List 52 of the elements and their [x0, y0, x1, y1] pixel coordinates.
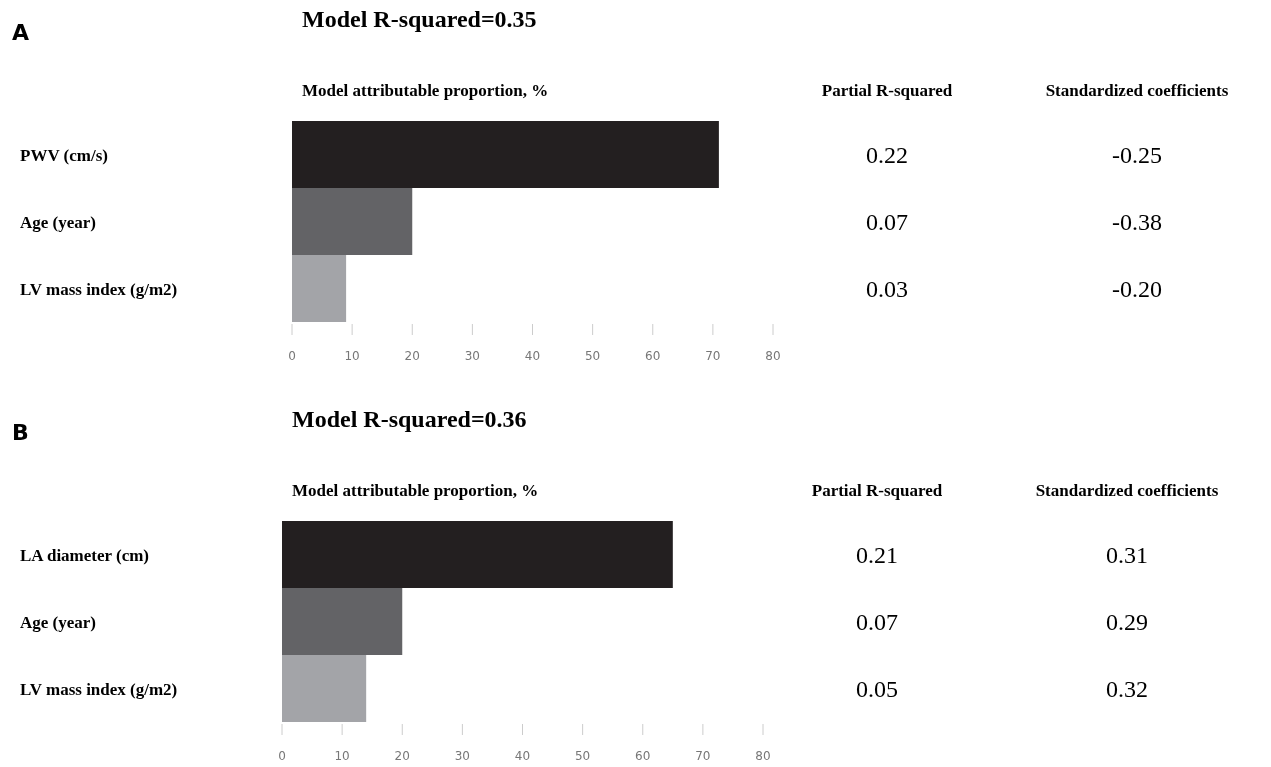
x-tick-label: 30: [454, 749, 471, 763]
x-tick-label: 50: [574, 749, 591, 763]
y-tick-label: Age (year): [20, 212, 96, 232]
text: Partial R-squared: [811, 481, 943, 500]
x-tick-label: 40: [524, 349, 541, 363]
text: 0.31: [1106, 541, 1148, 568]
text: 0.07: [856, 608, 898, 635]
x-tick-label: 80: [755, 749, 771, 763]
text: B: [12, 420, 29, 445]
chart-title: Model R-squared=0.35: [302, 6, 537, 32]
x-tick-label: 70: [695, 749, 711, 763]
text: 0.29: [1106, 608, 1148, 635]
y-tick-label: Age (year): [20, 612, 96, 632]
bar: [292, 121, 719, 188]
bar: [282, 655, 367, 722]
x-tick-label: 80: [765, 349, 781, 363]
y-tick-label: LA diameter (cm): [20, 545, 150, 565]
text: 0.03: [866, 275, 908, 302]
bar: [282, 521, 673, 588]
y-tick-label: PWV (cm/s): [20, 145, 108, 165]
x-tick-label: 0: [288, 349, 296, 363]
text: 0.21: [856, 541, 898, 568]
x-axis-title: Model attributable proportion, %: [292, 481, 539, 500]
x-tick-label: 60: [635, 749, 651, 763]
x-tick-label: 10: [334, 749, 350, 763]
y-tick-label: LV mass index (g/m2): [20, 279, 178, 299]
x-tick-label: 30: [464, 349, 481, 363]
text: 0.07: [866, 208, 908, 235]
text: Standardized coefficients: [1045, 81, 1229, 100]
x-tick-label: 20: [404, 349, 420, 363]
x-tick-label: 60: [645, 349, 661, 363]
y-tick-label: LV mass index (g/m2): [20, 679, 178, 699]
x-axis-title: Model attributable proportion, %: [302, 81, 549, 100]
x-tick-label: 0: [278, 749, 286, 763]
chart-title: Model R-squared=0.36: [292, 406, 527, 432]
text: Partial R-squared: [821, 81, 953, 100]
x-tick-label: 10: [344, 349, 360, 363]
text: Standardized coefficients: [1035, 481, 1219, 500]
text: -0.38: [1112, 208, 1162, 235]
bar: [292, 188, 413, 255]
bar: [292, 255, 347, 322]
text: 0.22: [866, 141, 908, 168]
text: -0.20: [1112, 275, 1162, 302]
x-tick-label: 20: [394, 749, 410, 763]
text: 0.05: [856, 675, 898, 702]
x-tick-label: 40: [514, 749, 531, 763]
x-tick-label: 50: [584, 349, 601, 363]
text: 0.32: [1106, 675, 1148, 702]
text: -0.25: [1112, 141, 1162, 168]
bar: [282, 588, 403, 655]
text: A: [12, 20, 30, 45]
x-tick-label: 70: [705, 349, 721, 363]
